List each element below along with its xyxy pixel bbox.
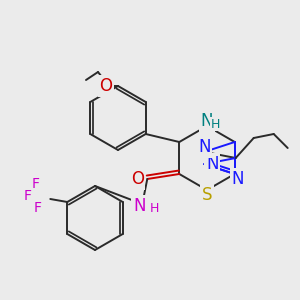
Text: H: H bbox=[150, 202, 159, 214]
Text: N: N bbox=[206, 155, 218, 173]
Text: F: F bbox=[33, 201, 41, 215]
Text: N: N bbox=[232, 170, 244, 188]
Text: O: O bbox=[131, 170, 144, 188]
Text: S: S bbox=[202, 186, 212, 204]
Text: H: H bbox=[210, 118, 220, 130]
Text: F: F bbox=[23, 189, 31, 203]
Text: N: N bbox=[133, 197, 146, 215]
Text: F: F bbox=[31, 177, 39, 191]
Text: N: N bbox=[201, 112, 213, 130]
Text: O: O bbox=[100, 77, 112, 95]
Text: N: N bbox=[198, 138, 211, 156]
